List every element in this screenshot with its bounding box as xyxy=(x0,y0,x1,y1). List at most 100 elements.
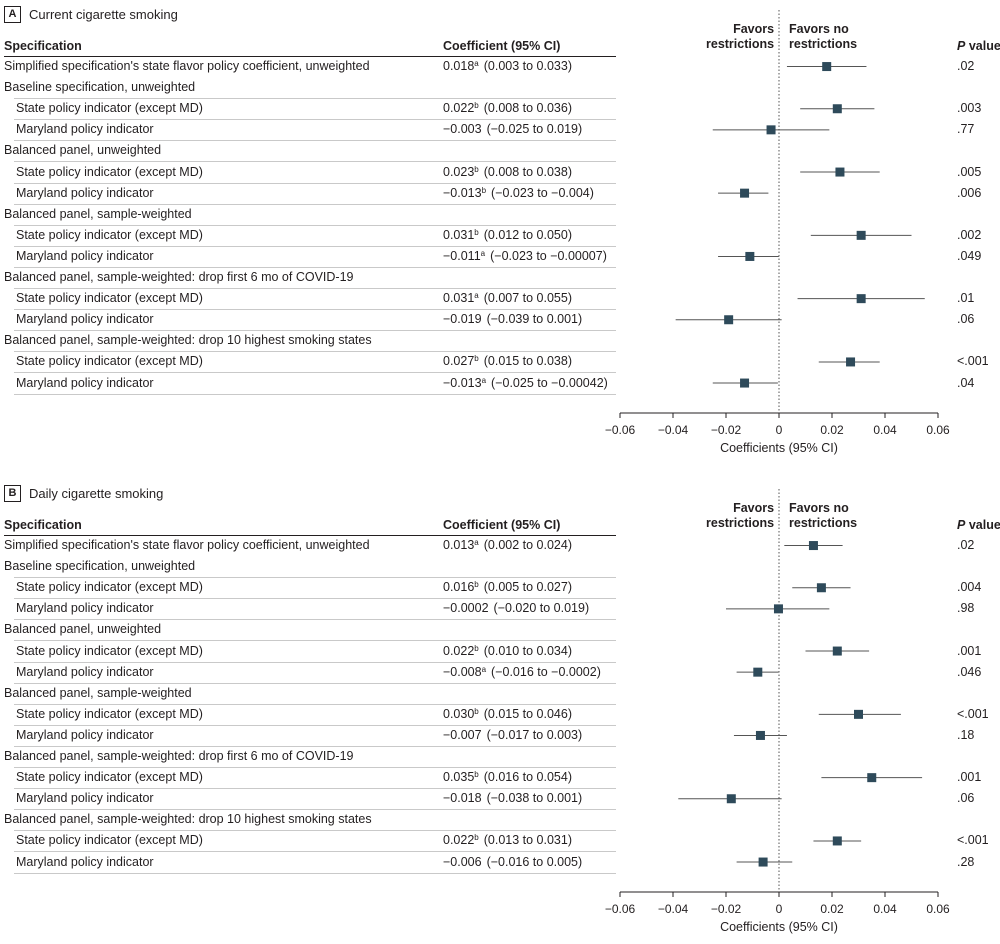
coefficient-value: 0.031 xyxy=(443,227,475,242)
group-header-row: Baseline specification, unweighted xyxy=(0,78,1000,100)
significance-superscript: b xyxy=(474,833,479,843)
favors-right-line-1: Favors no xyxy=(789,501,849,515)
coefficient-value: −0.0002 xyxy=(443,601,489,616)
coefficient-cell: −0.011a (−0.023 to −0.00007) xyxy=(443,249,607,263)
table-row: State policy indicator (except MD) 0.023b… xyxy=(0,163,1000,184)
row-label: Maryland policy indicator xyxy=(16,727,154,742)
coefficient-value: 0.022 xyxy=(443,101,475,116)
point-estimate-marker xyxy=(745,251,755,261)
group-header-row: Balanced panel, sample-weighted: drop fi… xyxy=(0,268,1000,289)
significance-superscript: b xyxy=(474,101,479,111)
row-divider xyxy=(14,393,616,395)
coefficient-cell: −0.008a (−0.016 to −0.0002) xyxy=(443,665,601,679)
p-value: .049 xyxy=(957,248,982,263)
row-divider xyxy=(14,619,616,621)
favors-restrictions-label: Favors restrictions xyxy=(706,22,774,52)
panel-heading: B Daily cigarette smoking xyxy=(4,483,163,503)
p-value: .06 xyxy=(957,312,975,327)
significance-superscript: b xyxy=(474,643,479,653)
row-divider xyxy=(14,872,616,874)
p-value: .001 xyxy=(957,643,982,658)
row-divider xyxy=(14,119,616,121)
row-label: State policy indicator (except MD) xyxy=(16,706,203,721)
favors-no-restrictions-label: Favors no restrictions xyxy=(789,501,857,531)
coefficient-cell: 0.023b (0.008 to 0.038) xyxy=(443,165,572,179)
coefficient-value: −0.008 xyxy=(443,664,482,679)
row-divider xyxy=(14,598,616,600)
header-rule xyxy=(4,535,616,536)
x-tick-label: −0.04 xyxy=(658,423,689,437)
coefficient-cell: −0.007 (−0.017 to 0.003) xyxy=(443,728,582,742)
confidence-interval: (0.015 to 0.038) xyxy=(483,354,572,369)
significance-superscript: a xyxy=(480,248,486,258)
row-divider xyxy=(14,245,616,247)
table-row: Maryland policy indicator −0.008a (−0.016 … xyxy=(0,663,1000,684)
p-value-header: P value xyxy=(957,39,1000,53)
specification-header: Specification xyxy=(4,518,82,532)
group-label: Balanced panel, sample-weighted xyxy=(4,685,192,700)
table-row: Maryland policy indicator −0.018 (−0.038 t… xyxy=(0,789,1000,811)
row-divider xyxy=(14,161,616,163)
coefficient-value: −0.003 xyxy=(443,122,482,137)
group-label: Balanced panel, sample-weighted xyxy=(4,206,192,221)
coefficient-value: −0.018 xyxy=(443,791,482,806)
point-estimate-marker xyxy=(726,794,736,804)
table-row: Maryland policy indicator −0.007 (−0.017 t… xyxy=(0,726,1000,747)
x-tick-label: 0.06 xyxy=(926,902,950,916)
p-value: .01 xyxy=(957,291,975,306)
table-row: State policy indicator (except MD) 0.022b… xyxy=(0,642,1000,663)
coefficient-cell: 0.013a (0.002 to 0.024) xyxy=(443,538,572,552)
row-divider xyxy=(14,98,616,100)
p-value: .006 xyxy=(957,185,982,200)
confidence-interval: (0.002 to 0.024) xyxy=(483,538,572,552)
p-value: .003 xyxy=(957,101,982,116)
group-header-row: Balanced panel, sample-weighted: drop 10… xyxy=(0,810,1000,832)
confidence-interval: (0.008 to 0.036) xyxy=(483,101,572,116)
panel-daily-smoking: B Daily cigarette smoking Favors restric… xyxy=(0,479,1000,944)
p-rest: value xyxy=(965,39,1000,53)
point-estimate-marker xyxy=(766,125,776,135)
point-estimate-marker xyxy=(856,230,866,240)
table-row: Maryland policy indicator −0.011a (−0.023 … xyxy=(0,247,1000,268)
significance-superscript: b xyxy=(474,770,479,780)
coefficient-cell: 0.022b (0.010 to 0.034) xyxy=(443,644,572,658)
table-row: Maryland policy indicator −0.0002 (−0.020 … xyxy=(0,599,1000,621)
row-divider xyxy=(14,330,616,332)
p-value: .002 xyxy=(957,227,982,242)
row-divider xyxy=(14,203,616,205)
panel-letter-box: B xyxy=(4,484,21,502)
row-label: Maryland policy indicator xyxy=(16,122,154,137)
confidence-interval: (0.008 to 0.038) xyxy=(483,164,572,179)
point-estimate-marker xyxy=(835,167,845,177)
x-tick-label: 0.04 xyxy=(873,423,897,437)
row-divider xyxy=(14,640,616,642)
table-row: Maryland policy indicator −0.006 (−0.016 t… xyxy=(0,853,1000,874)
coefficient-cell: 0.031a (0.007 to 0.055) xyxy=(443,291,572,305)
p-italic: P xyxy=(957,518,966,532)
coefficient-cell: −0.013b (−0.023 to −0.004) xyxy=(443,186,594,200)
row-label: State policy indicator (except MD) xyxy=(16,833,203,848)
table-row: State policy indicator (except MD) 0.022b… xyxy=(0,99,1000,121)
x-tick-label: 0.02 xyxy=(820,902,844,916)
group-label: Balanced panel, sample-weighted: drop fi… xyxy=(4,749,354,763)
point-estimate-marker xyxy=(832,836,842,846)
point-estimate-marker xyxy=(773,604,783,614)
p-value: .001 xyxy=(957,770,982,785)
coefficient-value: −0.006 xyxy=(443,854,482,869)
confidence-interval: (0.005 to 0.027) xyxy=(483,580,572,595)
x-tick-label: 0.06 xyxy=(926,423,950,437)
coefficient-value: 0.016 xyxy=(443,580,475,595)
row-label: State policy indicator (except MD) xyxy=(16,354,203,369)
table-row: State policy indicator (except MD) 0.031a… xyxy=(0,289,1000,311)
panel-title: Current cigarette smoking xyxy=(29,6,178,22)
point-estimate-marker xyxy=(724,315,734,325)
p-value: .77 xyxy=(957,122,975,137)
point-estimate-marker xyxy=(867,773,877,783)
group-label: Balanced panel, unweighted xyxy=(4,622,162,637)
confidence-interval: (0.003 to 0.033) xyxy=(483,59,572,73)
favors-right-line-2: restrictions xyxy=(789,37,858,51)
coefficient-value: −0.013 xyxy=(443,375,482,390)
p-value: .005 xyxy=(957,164,982,179)
row-divider xyxy=(14,703,616,705)
significance-superscript: b xyxy=(474,706,479,716)
